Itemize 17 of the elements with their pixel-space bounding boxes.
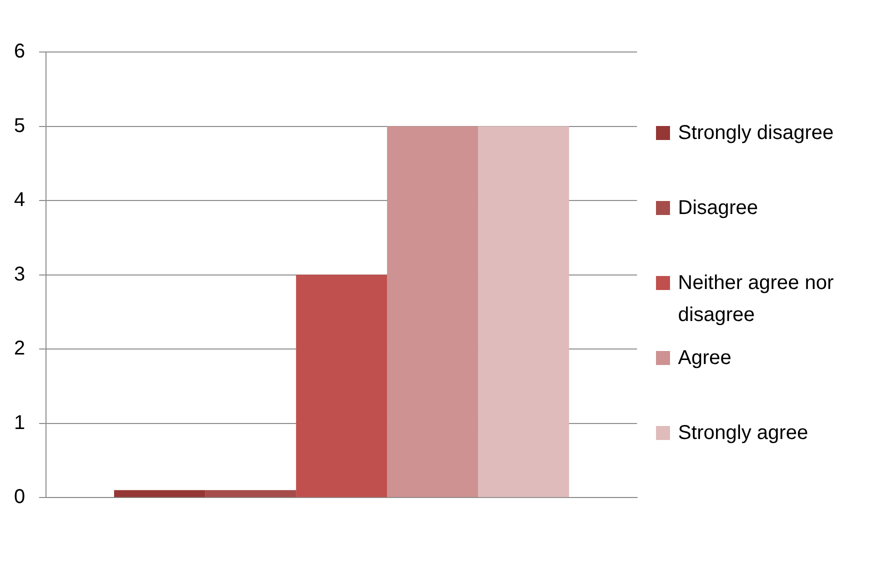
legend-label: Strongly agree	[678, 421, 810, 446]
legend-label: Strongly disagree	[678, 121, 835, 146]
legend-label: Neither agree nor disagree	[678, 271, 835, 328]
legend-label: Disagree	[678, 196, 760, 221]
bar	[205, 490, 296, 498]
y-tick-label: 1	[14, 412, 26, 434]
y-tick-label: 3	[14, 263, 26, 286]
bar	[114, 490, 206, 498]
y-tick-label: 5	[14, 114, 26, 137]
y-tick-label: 2	[14, 338, 26, 360]
y-tick-label: 6	[14, 40, 26, 63]
legend-label: Agree	[678, 346, 732, 371]
y-tick-label: 4	[14, 189, 26, 212]
bar	[387, 126, 478, 498]
bar	[478, 126, 570, 498]
y-tick-label: 0	[14, 486, 26, 508]
bar	[296, 274, 388, 498]
